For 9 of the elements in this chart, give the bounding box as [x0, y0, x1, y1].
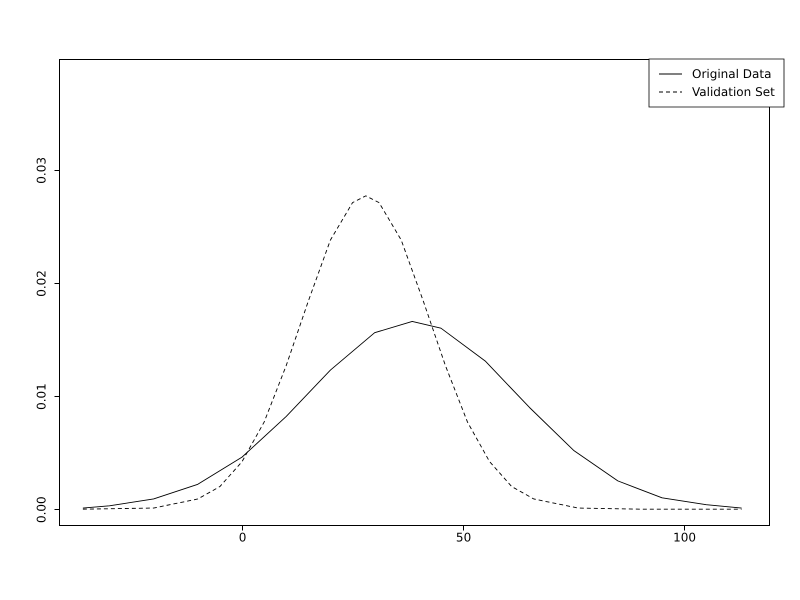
- legend-label: Original Data: [692, 67, 772, 81]
- y-tick-label: 0.03: [34, 156, 48, 184]
- y-tick-label: 0.02: [34, 270, 48, 297]
- x-tick-label: 0: [238, 530, 246, 544]
- y-tick-label: 0.01: [34, 383, 48, 410]
- y-tick-label: 0.00: [34, 496, 48, 524]
- x-tick-label: 100: [673, 530, 696, 544]
- x-tick-label: 50: [456, 530, 472, 544]
- legend-label: Validation Set: [692, 85, 776, 99]
